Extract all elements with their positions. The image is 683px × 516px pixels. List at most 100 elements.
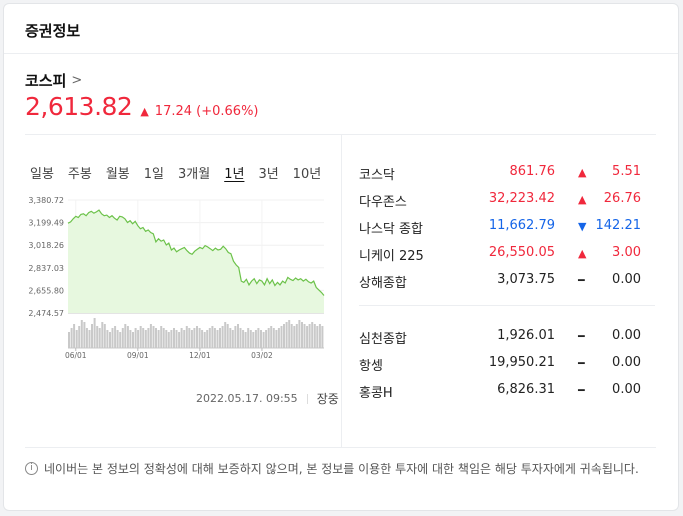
volume-bar (170, 330, 173, 348)
volume-bar (216, 330, 219, 348)
y-tick-label: 2,655.80 (28, 286, 64, 295)
market-name: 상해종합 (359, 276, 407, 291)
market-change: 0.00 (612, 382, 641, 397)
volume-bar (198, 328, 201, 348)
tab-1y[interactable]: 1년 (224, 167, 245, 182)
volume-bar (301, 322, 303, 348)
volume-bar (167, 332, 170, 348)
x-tick-label: 06/01 (65, 351, 87, 360)
volume-bar (70, 328, 73, 348)
volume-bar (196, 326, 198, 348)
volume-bar (85, 328, 88, 348)
market-row-markets2-0[interactable]: 심천종합 1,926.01 ━ 0.00 (359, 328, 655, 348)
market-row-markets-4[interactable]: 상해종합 3,073.75 ━ 0.00 (359, 272, 655, 292)
volume-bar (242, 330, 245, 348)
timestamp-row: 2022.05.17. 09:55 장중 (196, 390, 339, 407)
timestamp: 2022.05.17. 09:55 (196, 392, 298, 405)
volume-bar (213, 328, 216, 348)
volume-bar (224, 322, 227, 348)
volume-bar (229, 328, 232, 348)
market-row-markets-3[interactable]: 니케이 225 26,550.05 ▲ 3.00 (359, 245, 655, 265)
up-triangle-icon: ▲ (578, 166, 587, 179)
tab-10y[interactable]: 10년 (292, 167, 322, 182)
y-tick-label: 3,380.72 (28, 196, 64, 205)
y-tick-label: 3,018.26 (28, 241, 64, 250)
volume-bar (290, 324, 293, 348)
volume-bar (267, 328, 270, 348)
index-chart[interactable]: 3,380.72 3,199.49 3,018.26 2,837.03 2,655.80… (22, 189, 326, 367)
volume-bar (231, 330, 234, 348)
market-value: 3,073.75 (497, 272, 555, 287)
market-change: 5.51 (612, 164, 641, 179)
index-name: 코스피 (25, 72, 67, 90)
volume-bar (139, 326, 142, 348)
divider (359, 305, 655, 306)
market-row-markets-0[interactable]: 코스닥 861.76 ▲ 5.51 (359, 164, 655, 184)
market-status: 장중 (316, 392, 339, 406)
disclaimer: i 네이버는 본 정보의 정확성에 대해 보증하지 않으며, 본 정보를 이용한… (25, 461, 665, 477)
x-tick-label: 12/01 (189, 351, 211, 360)
y-tick-label: 2,474.57 (28, 309, 64, 318)
volume-bar (180, 328, 183, 348)
x-tick-label: 09/01 (127, 351, 149, 360)
volume-bar (162, 328, 165, 348)
volume-bar (316, 326, 319, 348)
volume-bar (83, 322, 86, 348)
market-value: 1,926.01 (497, 328, 555, 343)
volume-bar (260, 330, 262, 348)
market-row-markets-2[interactable]: 나스닥 종합 11,662.79 ▼ 142.21 (359, 218, 655, 238)
info-icon: i (25, 462, 38, 475)
index-price: 2,613.82 (25, 92, 133, 121)
volume-bar (272, 328, 275, 348)
volume-bar (175, 330, 178, 348)
vertical-divider (341, 135, 342, 447)
market-row-markets-1[interactable]: 다우존스 32,223.42 ▲ 26.76 (359, 191, 655, 211)
volume-bar (244, 332, 247, 348)
tab-3y[interactable]: 3년 (258, 167, 279, 182)
stock-info-card: 증권정보 코스피 > 2,613.82 ▲ 17.24 (+0.66%) 일봉 주… (3, 3, 679, 511)
market-name: 다우존스 (359, 195, 407, 210)
volume-bar (147, 328, 150, 348)
index-name-link[interactable]: 코스피 > (25, 70, 82, 91)
volume-bar (119, 332, 122, 348)
volume-bar (206, 330, 209, 348)
tab-3m[interactable]: 3개월 (178, 167, 211, 182)
volume-bar (91, 324, 93, 348)
disclaimer-text: 네이버는 본 정보의 정확성에 대해 보증하지 않으며, 본 정보를 이용한 투… (44, 462, 639, 476)
market-row-markets2-1[interactable]: 항셍 19,950.21 ━ 0.00 (359, 355, 655, 375)
volume-bar (311, 322, 314, 348)
y-tick-label: 2,837.03 (28, 264, 64, 273)
market-name: 나스닥 종합 (359, 222, 423, 237)
volume-bar (78, 326, 81, 348)
volume-bar (277, 328, 280, 348)
market-name: 홍콩H (359, 386, 393, 401)
index-change: ▲ 17.24 (+0.66%) (140, 104, 258, 119)
volume-bar (208, 328, 211, 348)
volume-bar (303, 324, 306, 348)
market-value: 32,223.42 (488, 191, 555, 206)
chevron-right-icon: > (71, 73, 83, 88)
market-row-markets2-2[interactable]: 홍콩H 6,826.31 ━ 0.00 (359, 382, 655, 402)
volume-bar (160, 326, 163, 348)
flat-dash-icon: ━ (578, 274, 585, 287)
volume-bar (252, 332, 255, 348)
volume-bar (88, 330, 91, 348)
volume-bar (193, 328, 196, 348)
market-name: 항셍 (359, 359, 383, 374)
tab-week[interactable]: 주봉 (67, 167, 92, 182)
volume-bar (295, 324, 298, 348)
volume-bar (257, 328, 260, 348)
tab-1d[interactable]: 1일 (143, 167, 164, 182)
flat-dash-icon: ━ (578, 384, 585, 397)
volume-bar (201, 330, 204, 348)
volume-bar (96, 326, 99, 348)
tab-day[interactable]: 일봉 (30, 167, 54, 182)
volume-bar (121, 328, 124, 348)
volume-bar (190, 330, 193, 348)
volume-bar (129, 330, 132, 348)
volume-bar (137, 330, 140, 348)
volume-bar (280, 326, 283, 348)
market-change: 26.76 (603, 191, 641, 206)
card-title: 증권정보 (25, 22, 81, 40)
tab-month[interactable]: 월봉 (105, 167, 130, 182)
